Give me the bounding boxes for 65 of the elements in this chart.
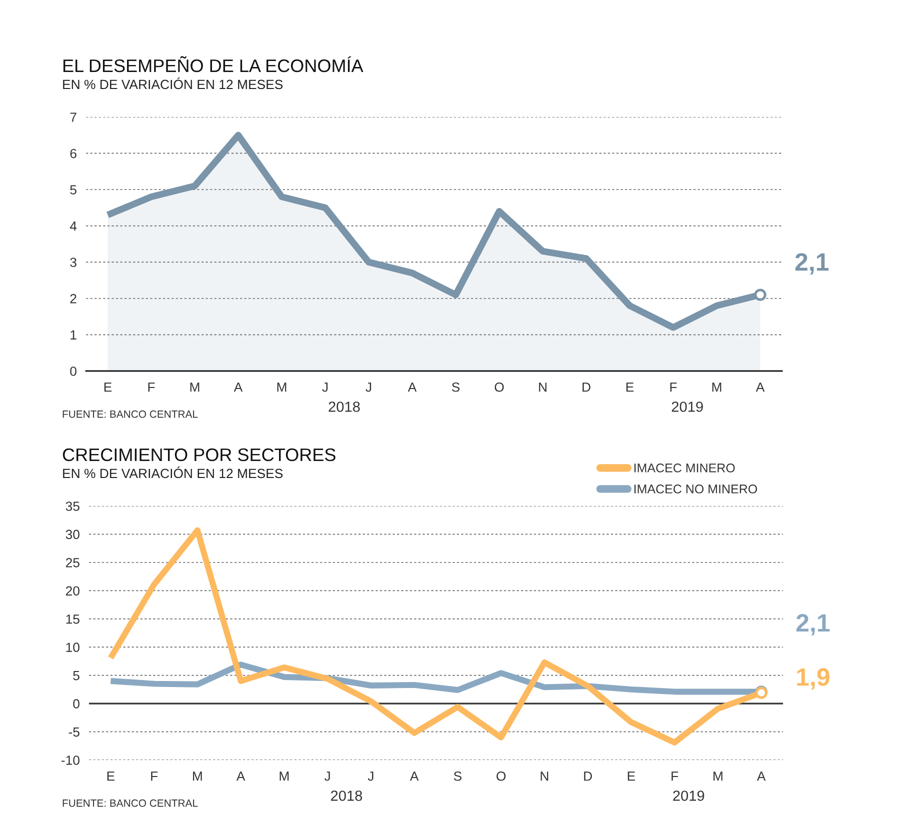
y-tick-label: 1	[70, 330, 76, 340]
legend-label: IMACEC MINERO	[634, 464, 735, 472]
y-tick-label: 5	[70, 185, 76, 194]
y-tick-label: -10	[61, 756, 80, 765]
x-tick-label: A	[756, 382, 765, 392]
x-tick-label: A	[408, 382, 417, 392]
source-note: FUENTE: BANCO CENTRAL	[62, 799, 198, 807]
x-tick-label: E	[626, 382, 634, 392]
x-tick-label: E	[104, 382, 112, 392]
x-tick-label: S	[452, 382, 460, 392]
x-tick-label: D	[582, 382, 590, 392]
x-tick-label: F	[148, 382, 155, 392]
y-tick-label: 10	[66, 642, 80, 652]
x-tick-label: A	[756, 772, 766, 781]
data-label: 2,1	[795, 253, 829, 274]
text: 2018	[330, 790, 362, 801]
x-tick-label: M	[190, 382, 200, 392]
chart-subtitle: EN % DE VARIACIÓN EN 12 MESES	[63, 78, 283, 90]
x-tick-label: N	[540, 772, 548, 781]
x-tick-label: A	[236, 772, 246, 781]
x-tick-label: F	[672, 772, 678, 781]
x-tick-label: A	[234, 382, 243, 392]
x-tick-label: O	[494, 382, 504, 392]
x-tick-label: M	[280, 772, 289, 781]
y-tick-label: 6	[70, 148, 76, 158]
x-tick-label: M	[714, 772, 722, 781]
y-tick-label: 35	[66, 502, 80, 511]
x-tick-label: O	[496, 771, 506, 781]
legend-label: IMACEC NO MINERO	[634, 484, 757, 494]
y-tick-label: 0	[70, 366, 76, 376]
x-tick-label: M	[193, 772, 202, 781]
x-tick-label: S	[454, 771, 462, 781]
chart-title: EL DESEMPEÑO DE LA ECONOMÍA	[63, 56, 364, 72]
y-tick-label: 0	[73, 699, 80, 708]
y-tick-label: -5	[68, 727, 80, 737]
x-tick-label: D	[584, 772, 592, 781]
y-tick-label: 2	[70, 294, 76, 304]
x-tick-label: M	[712, 382, 722, 392]
x-tick-label: E	[107, 772, 115, 781]
y-tick-label: 7	[70, 112, 76, 122]
x-tick-label: F	[670, 382, 677, 392]
x-tick-label: M	[277, 382, 286, 392]
x-tick-label: F	[151, 772, 158, 781]
chart-title: CRECIMIENTO POR SECTORES	[62, 448, 336, 462]
y-tick-label: 4	[70, 222, 77, 231]
x-tick-label: E	[628, 772, 636, 781]
y-tick-label: 15	[66, 614, 80, 624]
x-tick-label: J	[322, 382, 328, 392]
x-tick-label: A	[410, 772, 419, 781]
source-note: FUENTE: BANCO CENTRAL	[62, 410, 198, 418]
x-tick-label: J	[368, 772, 374, 781]
x-tick-label: J	[324, 772, 330, 781]
text: 2019	[672, 402, 703, 412]
y-tick-label: 3	[70, 258, 76, 268]
y-tick-label: 20	[66, 586, 80, 596]
y-tick-label: 25	[66, 558, 80, 568]
y-tick-label: 5	[73, 671, 80, 680]
text: 2018	[328, 402, 360, 412]
text: 2019	[673, 790, 704, 801]
data-label: 2,1	[796, 614, 830, 636]
x-tick-label: N	[539, 382, 546, 392]
x-tick-label: J	[366, 382, 372, 392]
y-tick-label: 30	[66, 530, 80, 540]
chart-subtitle: EN % DE VARIACIÓN EN 12 MESES	[63, 466, 283, 478]
data-label: 1,9	[797, 668, 830, 690]
